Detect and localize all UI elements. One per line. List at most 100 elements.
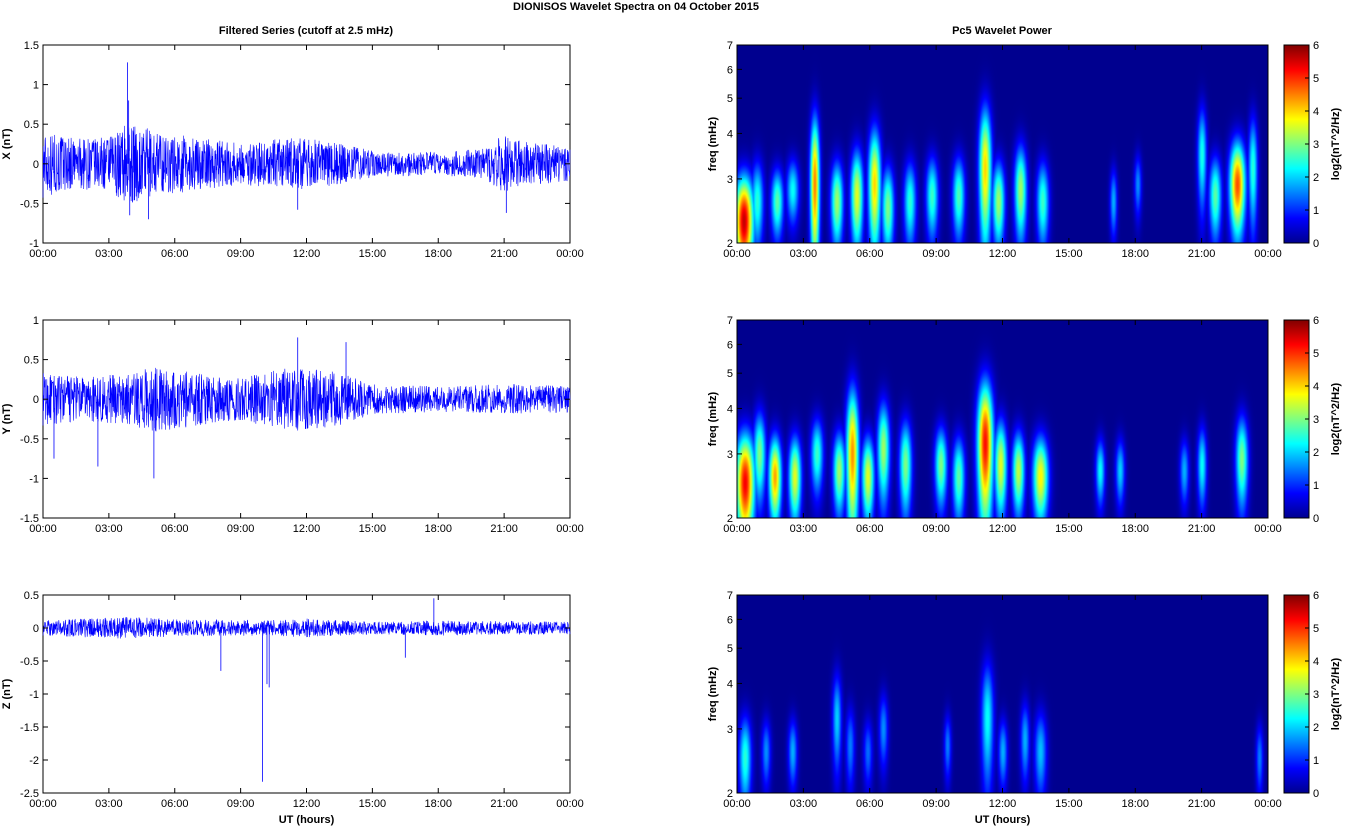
colorbar-tick-label: 5 xyxy=(1313,623,1319,635)
x-tick-label: 15:00 xyxy=(1055,798,1083,810)
colorbar-tick-label: 6 xyxy=(1313,40,1319,52)
x-tick-label: 00:00 xyxy=(556,248,584,260)
colorbar-label: log2(nT^2/Hz) xyxy=(1330,107,1342,180)
x-tick-label: 12:00 xyxy=(989,798,1017,810)
y-tick-label: 0 xyxy=(33,623,39,635)
x-tick-label: 12:00 xyxy=(989,523,1017,535)
y-tick-label: 0.5 xyxy=(24,119,39,131)
x-tick-label: 18:00 xyxy=(424,523,452,535)
colorbar-tick-label: 4 xyxy=(1313,656,1319,668)
colorbar-tick-label: 2 xyxy=(1313,172,1319,184)
x-tick-label: 12:00 xyxy=(293,523,321,535)
x-tick-label: 00:00 xyxy=(29,798,57,810)
colorbar-tick-label: 5 xyxy=(1313,348,1319,360)
colorbar-tick-label: 6 xyxy=(1313,315,1319,327)
colorbar-tick-label: 4 xyxy=(1313,106,1319,118)
y-tick-label: 2 xyxy=(727,788,733,800)
y-axis-label: Y (nT) xyxy=(1,403,13,434)
x-tick-label: 00:00 xyxy=(723,798,751,810)
y-tick-label: 1 xyxy=(33,315,39,327)
y-tick-label: 0 xyxy=(33,394,39,406)
y-tick-label: -1.5 xyxy=(20,513,39,525)
x-tick-label: 18:00 xyxy=(1121,248,1149,260)
x-tick-label: 06:00 xyxy=(161,798,189,810)
y-tick-label: -2.5 xyxy=(20,788,39,800)
colorbar-tick-label: 3 xyxy=(1313,139,1319,151)
left-column-title: Filtered Series (cutoff at 2.5 mHz) xyxy=(219,25,394,37)
x-axis-label: UT (hours) xyxy=(279,814,335,826)
x-tick-label: 12:00 xyxy=(989,248,1017,260)
colorbar-tick-label: 6 xyxy=(1313,590,1319,602)
y-tick-label: -0.5 xyxy=(20,434,39,446)
x-tick-label: 06:00 xyxy=(856,523,884,535)
colorbar-tick-label: 0 xyxy=(1313,513,1319,525)
y-tick-label: -0.5 xyxy=(20,656,39,668)
x-tick-label: 00:00 xyxy=(723,248,751,260)
x-tick-label: 15:00 xyxy=(359,523,387,535)
x-tick-label: 21:00 xyxy=(490,798,518,810)
y-tick-label: 3 xyxy=(727,449,733,461)
y-axis-label: Z (nT) xyxy=(1,678,13,709)
wavelet-power-map xyxy=(737,320,1268,518)
x-tick-label: 15:00 xyxy=(359,248,387,260)
x-tick-label: 21:00 xyxy=(490,248,518,260)
x-tick-label: 06:00 xyxy=(161,523,189,535)
x-tick-label: 00:00 xyxy=(1254,798,1282,810)
colorbar-tick-label: 1 xyxy=(1313,205,1319,217)
colorbar-tick-label: 4 xyxy=(1313,381,1319,393)
x-tick-label: 09:00 xyxy=(227,798,255,810)
x-tick-label: 21:00 xyxy=(1188,798,1216,810)
colorbar-label: log2(nT^2/Hz) xyxy=(1330,382,1342,455)
y-tick-label: -1 xyxy=(29,473,39,485)
y-tick-label: 1 xyxy=(33,80,39,92)
x-tick-label: 12:00 xyxy=(293,798,321,810)
colorbar-tick-label: 2 xyxy=(1313,447,1319,459)
series-line xyxy=(42,617,571,639)
y-axis-label: freq (mHz) xyxy=(707,391,719,446)
y-tick-label: 6 xyxy=(727,64,733,76)
x-tick-label: 09:00 xyxy=(922,523,950,535)
y-tick-label: 0.5 xyxy=(24,590,39,602)
x-tick-label: 00:00 xyxy=(723,523,751,535)
figure-title: DIONISOS Wavelet Spectra on 04 October 2… xyxy=(513,1,759,13)
y-axis-label: X (nT) xyxy=(1,128,13,159)
y-tick-label: 3 xyxy=(727,724,733,736)
x-tick-label: 00:00 xyxy=(556,798,584,810)
x-tick-label: 15:00 xyxy=(359,798,387,810)
colorbar-tick-label: 3 xyxy=(1313,414,1319,426)
colorbar-tick-label: 0 xyxy=(1313,788,1319,800)
y-tick-label: 2 xyxy=(727,513,733,525)
x-tick-label: 06:00 xyxy=(856,798,884,810)
x-tick-label: 00:00 xyxy=(29,523,57,535)
x-tick-label: 09:00 xyxy=(922,798,950,810)
x-tick-label: 03:00 xyxy=(790,798,818,810)
y-tick-label: 0.5 xyxy=(24,355,39,367)
y-axis-label: freq (mHz) xyxy=(707,666,719,721)
series-line xyxy=(42,367,571,432)
y-tick-label: 5 xyxy=(727,643,733,655)
right-column-title: Pc5 Wavelet Power xyxy=(952,25,1053,37)
y-tick-label: -1.5 xyxy=(20,722,39,734)
x-tick-label: 03:00 xyxy=(95,798,123,810)
x-tick-label: 00:00 xyxy=(1254,248,1282,260)
y-tick-label: -1 xyxy=(29,689,39,701)
y-tick-label: -1 xyxy=(29,238,39,250)
x-tick-label: 03:00 xyxy=(95,523,123,535)
z-wavelet-panel: 2 3 4 5 6 7 freq (mHz) 00:00 03:00 06:00 09:00 12:0… xyxy=(707,590,1342,826)
x-wavelet-panel: 2 3 4 5 6 7 freq (mHz) 00:00 03:00 06:00 09:00 12:0… xyxy=(707,40,1342,260)
x-tick-label: 21:00 xyxy=(1188,248,1216,260)
y-tick-label: 1.5 xyxy=(24,40,39,52)
y-tick-label: 5 xyxy=(727,93,733,105)
y-series-panel: -1.5 -1 -0.5 0 0.5 1 Y (nT) 00:00 03:00 06:00 09:0… xyxy=(1,315,584,535)
y-axis-label: freq (mHz) xyxy=(707,116,719,171)
y-tick-label: 6 xyxy=(727,614,733,626)
y-tick-label: -0.5 xyxy=(20,198,39,210)
colorbar xyxy=(1283,319,1310,519)
x-tick-label: 00:00 xyxy=(1254,523,1282,535)
colorbar-tick-label: 0 xyxy=(1313,238,1319,250)
wavelet-power-map xyxy=(737,45,1268,243)
x-tick-label: 21:00 xyxy=(490,523,518,535)
plot-area xyxy=(42,44,571,244)
y-tick-label: -2 xyxy=(29,755,39,767)
colorbar-tick-label: 2 xyxy=(1313,722,1319,734)
